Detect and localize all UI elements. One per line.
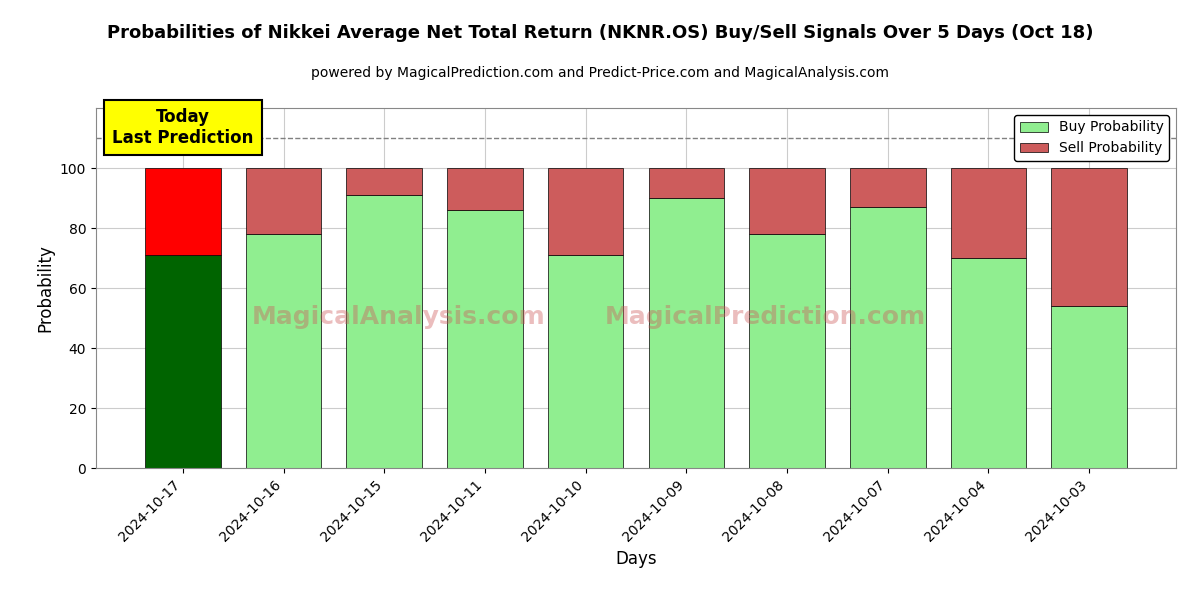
Bar	[950, 258, 1026, 468]
Text: MagicalAnalysis.com: MagicalAnalysis.com	[252, 305, 545, 329]
Bar	[850, 207, 925, 468]
Bar	[648, 168, 724, 198]
Text: Today
Last Prediction: Today Last Prediction	[112, 108, 253, 147]
Text: MagicalPrediction.com: MagicalPrediction.com	[605, 305, 926, 329]
X-axis label: Days: Days	[616, 550, 656, 568]
Bar	[246, 168, 322, 234]
Text: powered by MagicalPrediction.com and Predict-Price.com and MagicalAnalysis.com: powered by MagicalPrediction.com and Pre…	[311, 66, 889, 80]
Bar	[448, 168, 523, 210]
Bar	[850, 168, 925, 207]
Bar	[145, 255, 221, 468]
Y-axis label: Probability: Probability	[36, 244, 54, 332]
Bar	[448, 210, 523, 468]
Bar	[548, 255, 624, 468]
Bar	[246, 234, 322, 468]
Bar	[749, 168, 824, 234]
Bar	[950, 168, 1026, 258]
Bar	[749, 234, 824, 468]
Bar	[1051, 168, 1127, 306]
Bar	[347, 168, 422, 195]
Bar	[1051, 306, 1127, 468]
Bar	[548, 168, 624, 255]
Text: Probabilities of Nikkei Average Net Total Return (NKNR.OS) Buy/Sell Signals Over: Probabilities of Nikkei Average Net Tota…	[107, 24, 1093, 42]
Legend: Buy Probability, Sell Probability: Buy Probability, Sell Probability	[1014, 115, 1169, 161]
Bar	[145, 168, 221, 255]
Bar	[347, 195, 422, 468]
Bar	[648, 198, 724, 468]
